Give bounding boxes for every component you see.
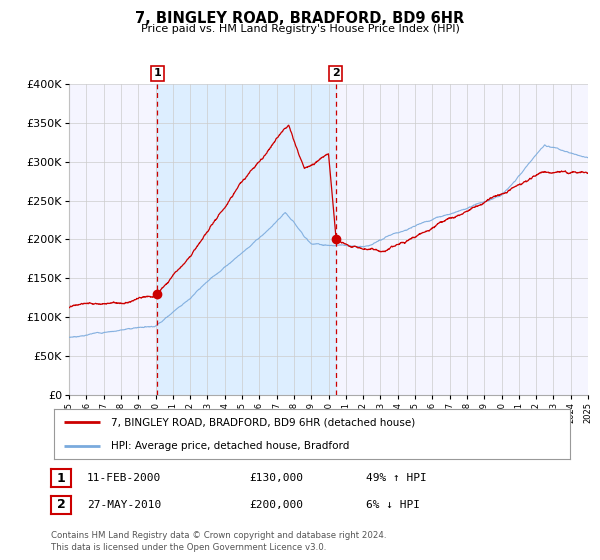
Text: 27-MAY-2010: 27-MAY-2010 [87, 500, 161, 510]
Text: 2: 2 [332, 68, 340, 78]
Text: 2: 2 [56, 498, 65, 511]
Bar [157, 84, 335, 395]
Text: 7, BINGLEY ROAD, BRADFORD, BD9 6HR (detached house): 7, BINGLEY ROAD, BRADFORD, BD9 6HR (deta… [111, 417, 415, 427]
Text: £130,000: £130,000 [249, 473, 303, 483]
Text: 6% ↓ HPI: 6% ↓ HPI [366, 500, 420, 510]
Text: 7, BINGLEY ROAD, BRADFORD, BD9 6HR: 7, BINGLEY ROAD, BRADFORD, BD9 6HR [136, 11, 464, 26]
Text: 11-FEB-2000: 11-FEB-2000 [87, 473, 161, 483]
Text: Contains HM Land Registry data © Crown copyright and database right 2024.: Contains HM Land Registry data © Crown c… [51, 531, 386, 540]
Text: 49% ↑ HPI: 49% ↑ HPI [366, 473, 427, 483]
Text: This data is licensed under the Open Government Licence v3.0.: This data is licensed under the Open Gov… [51, 543, 326, 552]
Text: 1: 1 [154, 68, 161, 78]
Text: Price paid vs. HM Land Registry's House Price Index (HPI): Price paid vs. HM Land Registry's House … [140, 24, 460, 34]
Text: HPI: Average price, detached house, Bradford: HPI: Average price, detached house, Brad… [111, 441, 349, 451]
Text: £200,000: £200,000 [249, 500, 303, 510]
Text: 1: 1 [56, 472, 65, 485]
